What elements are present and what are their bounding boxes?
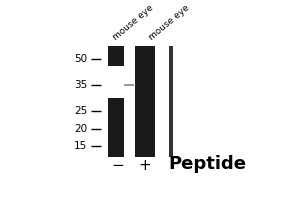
Text: −: −: [111, 158, 124, 173]
Bar: [108, 98, 124, 157]
Text: 25: 25: [74, 106, 88, 116]
Text: Peptide: Peptide: [168, 155, 246, 173]
Bar: [169, 46, 173, 157]
Text: +: +: [138, 158, 151, 173]
Text: 35: 35: [74, 80, 88, 90]
Text: mouse eye: mouse eye: [147, 3, 191, 42]
Text: 20: 20: [74, 124, 88, 134]
Text: 50: 50: [74, 54, 88, 64]
Bar: [108, 46, 124, 66]
Text: 15: 15: [74, 141, 88, 151]
Text: mouse eye: mouse eye: [111, 3, 155, 42]
Bar: [135, 46, 155, 157]
